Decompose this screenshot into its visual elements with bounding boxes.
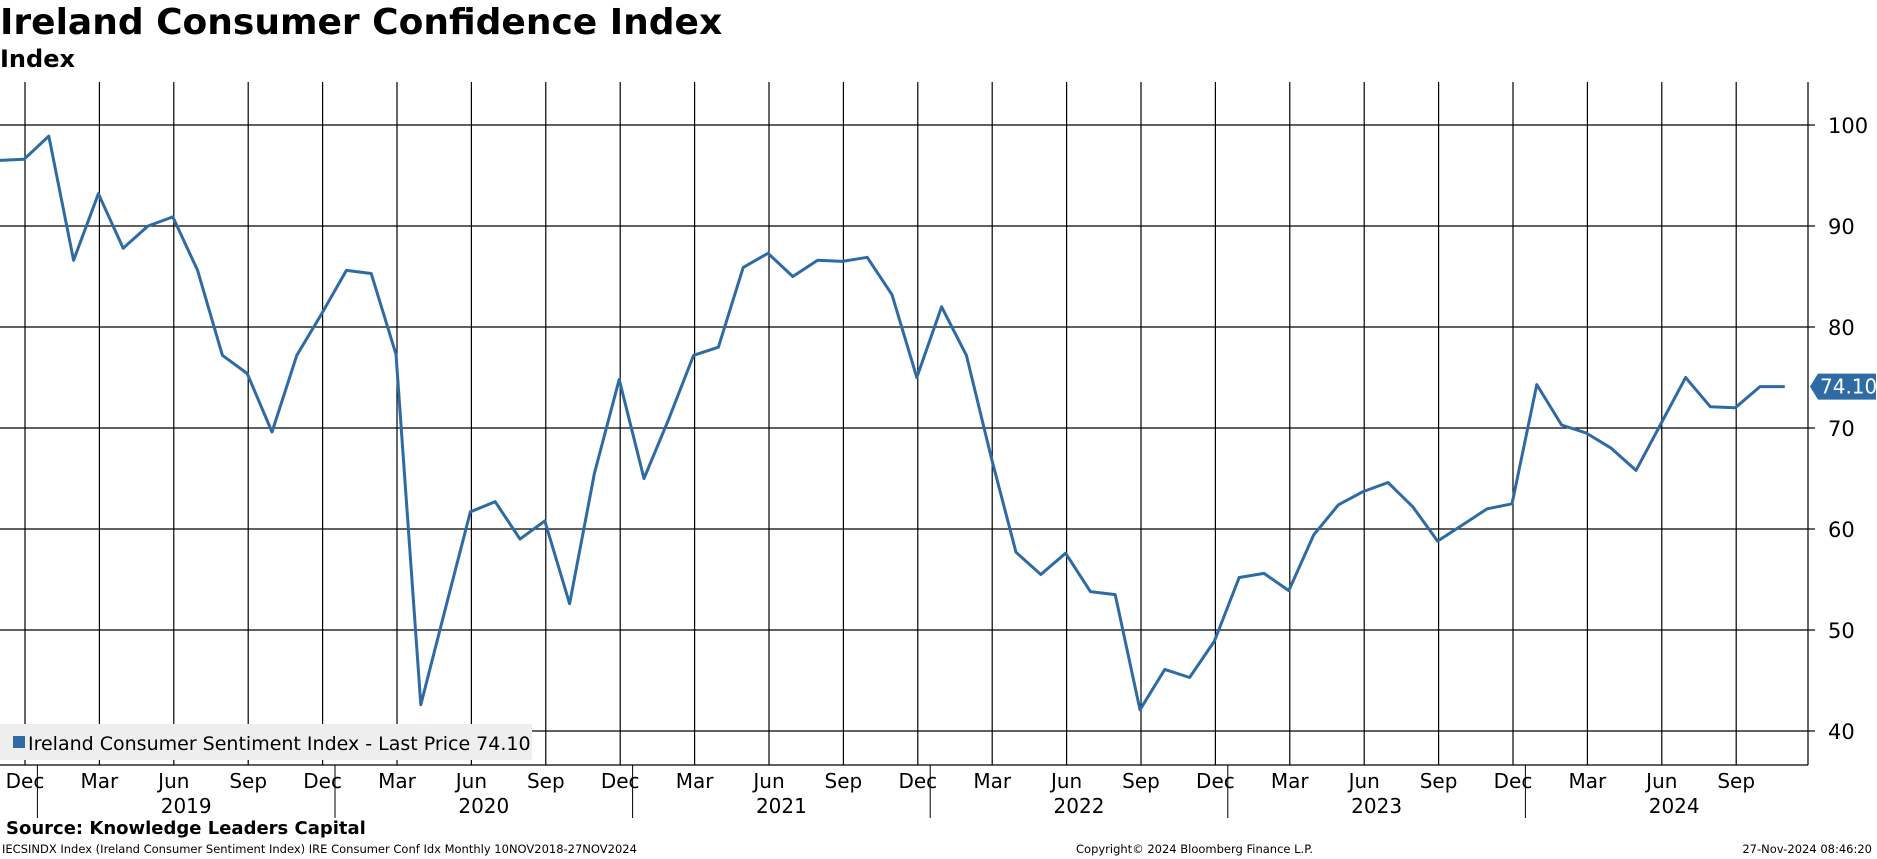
x-tick-label: Sep: [1122, 769, 1160, 793]
chart-grid: [0, 82, 1808, 765]
x-tick-label: Sep: [1420, 769, 1458, 793]
x-tick-label: Dec: [1494, 769, 1533, 793]
y-tick-label: 70: [1828, 417, 1855, 441]
x-tick-label: Jun: [751, 769, 784, 793]
x-tick-label: Dec: [303, 769, 342, 793]
x-tick-label: Mar: [676, 769, 715, 793]
x-tick-label: Jun: [1644, 769, 1677, 793]
x-tick-label: Mar: [1569, 769, 1608, 793]
timestamp: 27-Nov-2024 08:46:20: [1742, 842, 1872, 856]
x-tick-label: Dec: [1196, 769, 1235, 793]
x-tick-label: Mar: [1271, 769, 1310, 793]
y-tick-label: 90: [1828, 215, 1855, 239]
x-tick-label: Jun: [454, 769, 487, 793]
x-tick-label: Mar: [81, 769, 120, 793]
last-price-marker: 74.10: [1810, 373, 1877, 400]
copyright-notice: Copyright© 2024 Bloomberg Finance L.P.: [1076, 842, 1313, 856]
chart-title: Ireland Consumer Confidence Index: [0, 2, 723, 43]
y-tick-label: 40: [1828, 720, 1855, 744]
x-tick-label: Sep: [229, 769, 267, 793]
x-tick-label: Jun: [156, 769, 189, 793]
y-tick-label: 100: [1828, 114, 1868, 138]
year-label: 2020: [458, 794, 509, 818]
year-label: 2021: [756, 794, 807, 818]
legend-background: [0, 724, 532, 760]
x-tick-label: Dec: [898, 769, 937, 793]
series-description: IECSINDX Index (Ireland Consumer Sentime…: [2, 842, 637, 856]
chart-subtitle: Index: [0, 45, 75, 73]
x-tick-label: Sep: [825, 769, 863, 793]
year-label: 2024: [1649, 794, 1700, 818]
year-label: 2022: [1054, 794, 1105, 818]
y-tick-label: 50: [1828, 619, 1855, 643]
legend-swatch: [13, 736, 25, 748]
year-label: 2019: [161, 794, 212, 818]
last-price-label: 74.10: [1820, 375, 1877, 399]
series-line: [0, 134, 1785, 712]
x-tick-label: Sep: [1717, 769, 1755, 793]
x-tick-label: Sep: [527, 769, 565, 793]
year-label: 2023: [1351, 794, 1402, 818]
y-tick-label: 80: [1828, 316, 1855, 340]
source-label: Source: Knowledge Leaders Capital: [6, 818, 366, 839]
last-price-tag: [1810, 373, 1876, 400]
x-axis: Dec Mar Jun Sep Dec Mar Jun Sep Dec Mar Jun Sep Dec M…: [0, 764, 1808, 818]
x-tick-label: Dec: [6, 769, 45, 793]
legend: Ireland Consumer Sentiment Index - Last …: [0, 724, 532, 760]
x-tick-label: Jun: [1049, 769, 1082, 793]
x-tick-label: Mar: [973, 769, 1012, 793]
legend-label: Ireland Consumer Sentiment Index - Last …: [28, 733, 531, 755]
y-tick-label: 60: [1828, 518, 1855, 542]
x-tick-label: Jun: [1347, 769, 1380, 793]
x-tick-label: Dec: [601, 769, 640, 793]
y-axis: 40 50 60 70 80 90 100: [1807, 82, 1868, 765]
x-tick-label: Mar: [378, 769, 417, 793]
